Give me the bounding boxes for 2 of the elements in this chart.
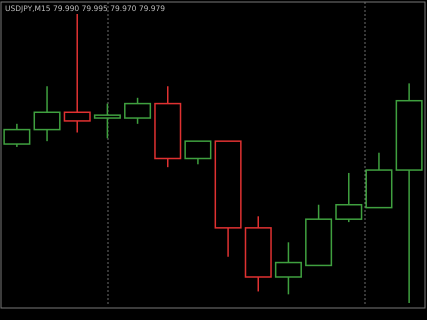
candlestick bbox=[64, 13, 91, 134]
candlestick bbox=[94, 102, 121, 140]
